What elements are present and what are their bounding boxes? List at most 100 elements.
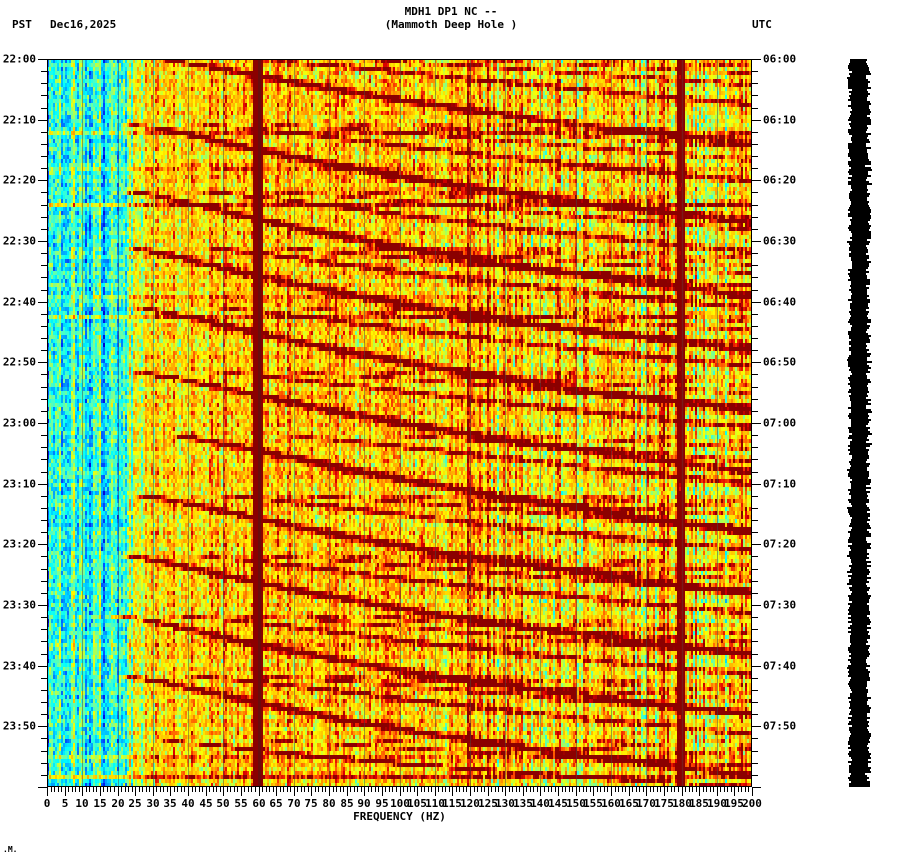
frequency-axis-tick xyxy=(61,787,62,792)
frequency-axis-tick-label: 100 xyxy=(390,797,410,810)
frequency-axis-tick xyxy=(259,787,260,796)
frequency-axis-tick xyxy=(657,787,658,792)
frequency-axis-tick xyxy=(244,787,245,792)
frequency-axis-tick xyxy=(181,787,182,792)
frequency-axis-tick xyxy=(555,787,556,792)
frequency-axis-tick xyxy=(333,787,334,792)
frequency-axis-tick xyxy=(325,787,326,792)
frequency-axis-tick xyxy=(593,787,594,796)
frequency-axis-tick xyxy=(209,787,210,792)
frequency-axis-tick xyxy=(530,787,531,792)
utc-axis-tick xyxy=(752,71,758,72)
frequency-axis-tick xyxy=(139,787,140,792)
frequency-axis-tick xyxy=(470,787,471,796)
frequency-axis-tick xyxy=(509,787,510,792)
frequency-axis-tick-label: 85 xyxy=(340,797,354,810)
utc-axis-tick-label: 06:20 xyxy=(763,173,797,187)
frequency-axis-tick xyxy=(230,787,231,792)
utc-axis-tick xyxy=(752,532,758,533)
frequency-axis-tick xyxy=(350,787,351,792)
frequency-axis-tick xyxy=(540,787,541,796)
utc-axis-tick xyxy=(752,83,758,84)
frequency-axis-tick xyxy=(569,787,570,792)
pst-axis-tick xyxy=(41,108,47,109)
pst-axis-tick-label: 23:00 xyxy=(2,416,36,430)
pst-axis-tick xyxy=(41,459,47,460)
frequency-axis-tick xyxy=(650,787,651,792)
frequency-axis-tick xyxy=(414,787,415,792)
frequency-axis-tick xyxy=(428,787,429,792)
frequency-axis-tick xyxy=(237,787,238,792)
utc-axis-tick xyxy=(752,314,758,315)
frequency-axis-tick xyxy=(731,787,732,792)
utc-axis-tick xyxy=(752,702,758,703)
frequency-axis-tick xyxy=(516,787,517,792)
frequency-axis-tick xyxy=(678,787,679,792)
frequency-axis-tick-label: 95 xyxy=(375,797,389,810)
frequency-axis-tick xyxy=(752,787,753,796)
pst-axis-tick xyxy=(38,605,47,606)
frequency-axis-tick xyxy=(216,787,217,792)
utc-axis-tick-label: 07:50 xyxy=(763,719,797,733)
frequency-axis-tick xyxy=(128,787,129,792)
utc-axis-tick xyxy=(752,447,758,448)
frequency-axis-tick xyxy=(713,787,714,792)
pst-axis-tick xyxy=(41,472,47,473)
utc-axis-tick xyxy=(752,168,758,169)
pst-axis-tick xyxy=(41,629,47,630)
frequency-axis-tick xyxy=(93,787,94,792)
time-axis-pst: 22:00 22:10 22:20 22:30 22:40 22:50 23:00 23:10… xyxy=(0,54,47,788)
frequency-axis-tick-label: 165 xyxy=(619,797,639,810)
frequency-axis-tick xyxy=(118,787,119,796)
frequency-axis-tick-label: 155 xyxy=(583,797,603,810)
pst-axis-tick-label: 23:30 xyxy=(2,598,36,612)
utc-axis-tick xyxy=(752,132,758,133)
utc-axis-tick-label: 07:00 xyxy=(763,416,797,430)
frequency-axis-tick xyxy=(600,787,601,792)
header-timezone-left: PST xyxy=(12,18,32,31)
pst-axis-tick xyxy=(41,508,47,509)
utc-axis-tick xyxy=(752,726,761,727)
pst-axis-tick xyxy=(41,581,47,582)
utc-axis-tick xyxy=(752,411,758,412)
pst-axis-tick xyxy=(41,714,47,715)
utc-axis-tick xyxy=(752,775,758,776)
frequency-axis-tick xyxy=(696,787,697,792)
frequency-axis-tick xyxy=(160,787,161,792)
frequency-axis-tick xyxy=(382,787,383,796)
frequency-axis-tick xyxy=(146,787,147,792)
frequency-axis-tick xyxy=(636,787,637,792)
corner-mark: .M. xyxy=(3,845,18,854)
frequency-axis-tick xyxy=(89,787,90,792)
utc-axis-tick xyxy=(752,192,758,193)
frequency-axis-tick xyxy=(403,787,404,792)
frequency-axis-tick-label: 25 xyxy=(128,797,142,810)
frequency-axis-tick xyxy=(682,787,683,796)
pst-axis-tick xyxy=(41,144,47,145)
frequency-axis-tick xyxy=(523,787,524,796)
utc-axis-tick xyxy=(752,108,758,109)
frequency-axis-tick xyxy=(378,787,379,792)
frequency-axis-tick-label: 190 xyxy=(707,797,727,810)
utc-axis-tick xyxy=(752,120,761,121)
frequency-axis-tick xyxy=(660,787,661,792)
frequency-axis-tick-label: 45 xyxy=(199,797,213,810)
utc-axis-tick-label: 06:40 xyxy=(763,295,797,309)
frequency-axis-tick xyxy=(223,787,224,796)
frequency-axis-tick xyxy=(533,787,534,792)
utc-axis-tick xyxy=(752,569,758,570)
frequency-axis-tick xyxy=(311,787,312,796)
frequency-axis-tick-label: 55 xyxy=(234,797,248,810)
frequency-axis-tick xyxy=(276,787,277,796)
frequency-axis-tick-label: 75 xyxy=(304,797,318,810)
frequency-axis-tick-label: 35 xyxy=(163,797,177,810)
frequency-axis-tick xyxy=(629,787,630,796)
utc-axis-tick-label: 07:20 xyxy=(763,537,797,551)
pst-axis-tick xyxy=(41,314,47,315)
utc-axis-tick xyxy=(752,666,761,667)
frequency-axis-tick xyxy=(142,787,143,792)
frequency-axis-tick xyxy=(724,787,725,792)
utc-axis-tick xyxy=(752,520,758,521)
frequency-axis-tick xyxy=(505,787,506,796)
frequency-axis-tick-label: 200 xyxy=(742,797,762,810)
